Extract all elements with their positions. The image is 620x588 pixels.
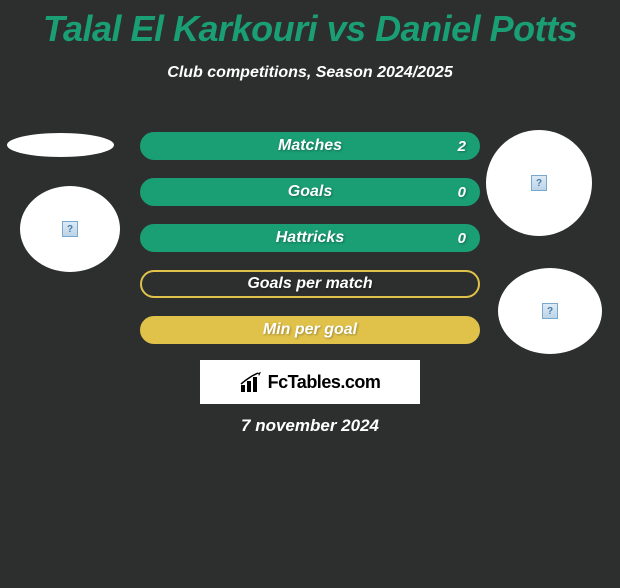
- avatar-top-left-ellipse: [7, 133, 114, 157]
- stat-row-hattricks: Hattricks 0: [140, 224, 480, 252]
- image-placeholder-icon: ?: [542, 303, 558, 319]
- footer-date: 7 november 2024: [0, 416, 620, 436]
- bar-chart-icon: [240, 371, 262, 393]
- stat-label: Hattricks: [276, 229, 344, 247]
- page-title: Talal El Karkouri vs Daniel Potts: [0, 8, 620, 50]
- stat-value: 0: [458, 230, 466, 247]
- brand-box[interactable]: FcTables.com: [200, 360, 420, 404]
- avatar-left: ?: [20, 186, 120, 272]
- avatar-right-bottom: ?: [498, 268, 602, 354]
- brand-text: FcTables.com: [268, 372, 381, 393]
- stat-value: 0: [458, 184, 466, 201]
- image-placeholder-icon: ?: [531, 175, 547, 191]
- stat-label: Min per goal: [263, 321, 357, 339]
- stat-label: Goals per match: [247, 275, 372, 293]
- stat-row-matches: Matches 2: [140, 132, 480, 160]
- stat-row-min-per-goal: Min per goal: [140, 316, 480, 344]
- stat-label: Matches: [278, 137, 342, 155]
- stats-list: Matches 2 Goals 0 Hattricks 0 Goals per …: [140, 132, 480, 362]
- avatar-right-top: ?: [486, 130, 592, 236]
- stat-row-goals-per-match: Goals per match: [140, 270, 480, 298]
- stat-value: 2: [458, 138, 466, 155]
- page-subtitle: Club competitions, Season 2024/2025: [0, 64, 620, 82]
- image-placeholder-icon: ?: [62, 221, 78, 237]
- stat-label: Goals: [288, 183, 332, 201]
- stat-row-goals: Goals 0: [140, 178, 480, 206]
